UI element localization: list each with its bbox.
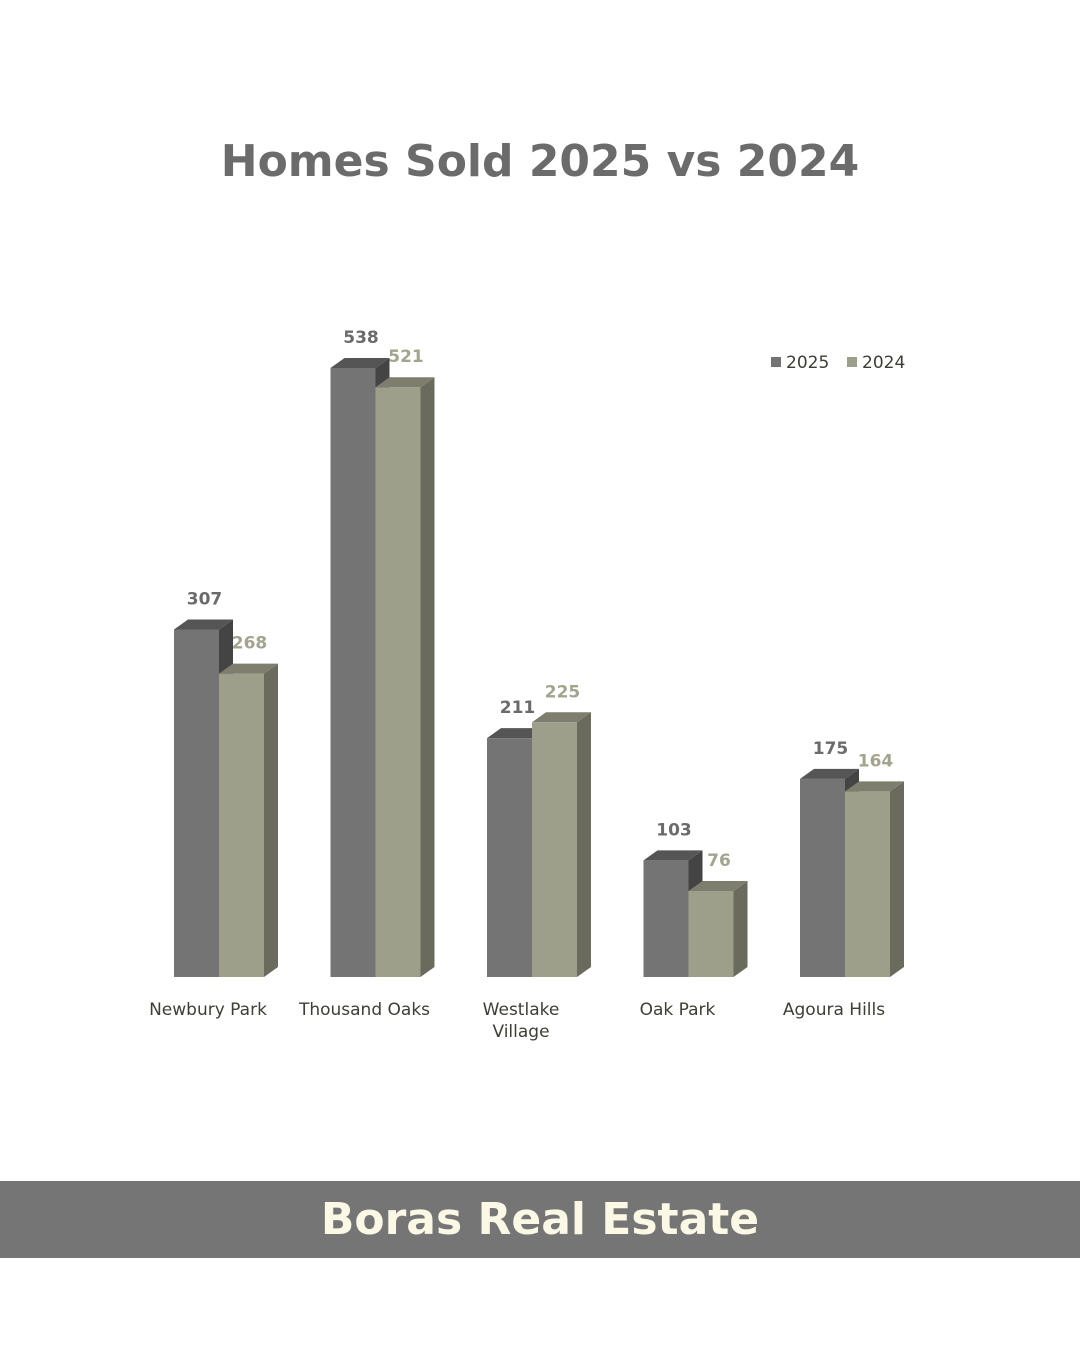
bar-side	[890, 781, 904, 977]
bar-top	[532, 712, 591, 723]
bar-side	[733, 880, 748, 977]
bar-side	[420, 377, 435, 977]
bar-top	[219, 663, 278, 674]
bar-top	[174, 619, 233, 630]
legend-label: 2024	[862, 353, 905, 373]
bar-top	[375, 377, 435, 388]
data-label: 211	[500, 698, 536, 718]
bar-top	[487, 728, 546, 739]
data-label: 268	[232, 634, 268, 654]
data-label: 175	[813, 739, 849, 759]
bar-2025	[174, 629, 219, 977]
data-label: 164	[858, 751, 894, 771]
data-label: 538	[343, 328, 379, 348]
legend-swatch	[847, 357, 857, 367]
bar-top	[688, 880, 748, 891]
bar-chart: 307 268 Newbury Park 538 521 Thousand Oaks 211…	[149, 328, 905, 1042]
legend: 2025 2024	[771, 353, 905, 373]
bar-top	[330, 358, 390, 368]
bar-top	[800, 768, 859, 779]
bar-side	[577, 712, 591, 977]
bar-top	[845, 781, 904, 792]
data-label: 103	[656, 820, 692, 840]
bar-2025	[643, 860, 689, 977]
data-label: 521	[388, 347, 424, 367]
page-title: Homes Sold 2025 vs 2024	[220, 136, 860, 187]
bar-2024	[845, 791, 890, 977]
bar-2025	[330, 368, 376, 977]
category-label: Oak Park	[640, 1000, 716, 1020]
bar-2025	[487, 738, 532, 977]
category-label: Agoura Hills	[783, 1000, 885, 1020]
footer-brand: Boras Real Estate	[320, 1194, 760, 1245]
category-label: Newbury Park	[149, 1000, 267, 1020]
bar-top	[643, 850, 703, 861]
bar-2024	[688, 890, 734, 977]
category-label: Thousand Oaks	[298, 1000, 430, 1020]
data-label: 307	[187, 589, 223, 609]
bar-group: 538 521	[330, 328, 435, 977]
bar-group: 175 164	[800, 739, 904, 977]
bar-side	[264, 663, 278, 977]
category-label: Westlake	[483, 1000, 560, 1020]
bar-2024	[532, 722, 577, 977]
category-label: Village	[492, 1022, 549, 1042]
legend-label: 2025	[786, 353, 829, 373]
bar-2025	[800, 778, 845, 977]
bar-group: 211 225	[487, 682, 591, 977]
bar-group: 307 268	[174, 589, 278, 977]
bar-2024	[375, 387, 421, 977]
data-label: 225	[545, 682, 581, 702]
footer-banner: Boras Real Estate	[0, 1181, 1080, 1258]
legend-swatch	[771, 357, 781, 367]
bar-group: 103 76	[643, 820, 748, 977]
data-label: 76	[707, 851, 731, 871]
bar-2024	[219, 673, 264, 977]
